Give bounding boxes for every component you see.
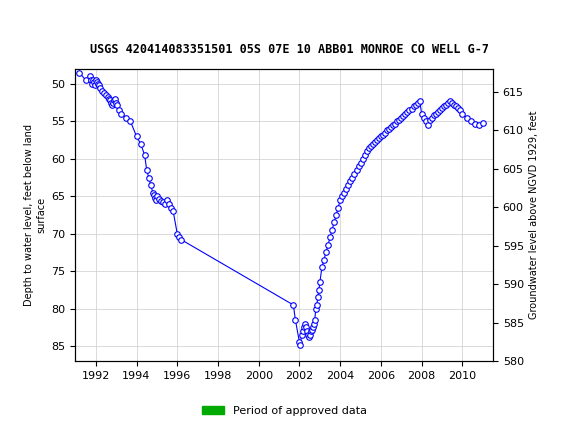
Bar — [289, 361, 493, 369]
Text: ≡USGS: ≡USGS — [12, 16, 70, 35]
Text: USGS 420414083351501 05S 07E 10 ABB01 MONROE CO WELL G-7: USGS 420414083351501 05S 07E 10 ABB01 MO… — [90, 43, 490, 56]
Y-axis label: Groundwater level above NGVD 1929, feet: Groundwater level above NGVD 1929, feet — [530, 111, 539, 319]
Y-axis label: Depth to water level, feet below land
surface: Depth to water level, feet below land su… — [24, 124, 46, 306]
Legend: Period of approved data: Period of approved data — [197, 401, 371, 420]
Bar — [75, 361, 187, 369]
